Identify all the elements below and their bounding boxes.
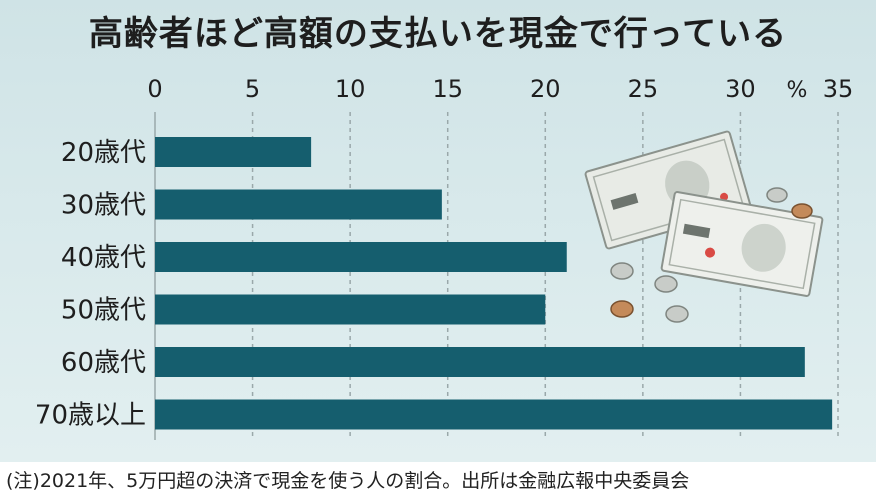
bar	[155, 294, 546, 325]
bar-chart: 0 5 10 15 20 25 30 35% 20歳代 30歳代 40歳代 50歳代 60歳代 70歳以…	[35, 75, 854, 440]
category-label: 60歳代	[61, 348, 146, 378]
category-label: 20歳代	[61, 138, 146, 168]
category-label: 50歳代	[61, 296, 146, 326]
x-tick-label: 25	[628, 75, 659, 103]
bar	[155, 347, 805, 377]
category-label: 70歳以上	[35, 401, 146, 431]
x-tick-label: 35	[823, 75, 854, 103]
category-label: 40歳代	[61, 243, 146, 273]
x-tick-label: 5	[245, 75, 260, 103]
x-tick-label: 15	[432, 75, 463, 103]
x-tick-label: 30	[725, 75, 756, 103]
chart-title: 高齢者ほど高額の支払いを現金で行っている	[88, 14, 788, 54]
category-label: 30歳代	[61, 191, 146, 221]
x-tick-label: 20	[530, 75, 561, 103]
x-tick-label: 0	[147, 75, 162, 103]
bar	[155, 189, 442, 220]
unit-label: %	[787, 78, 808, 103]
footnote: (注)2021年、5万円超の決済で現金を使う人の割合。出所は金融広報中央委員会	[6, 470, 690, 492]
bar	[155, 242, 567, 272]
bar	[155, 137, 312, 167]
x-tick-label: 10	[335, 75, 366, 103]
bar	[155, 399, 833, 430]
banknotes-and-coins-illustration	[584, 130, 824, 323]
